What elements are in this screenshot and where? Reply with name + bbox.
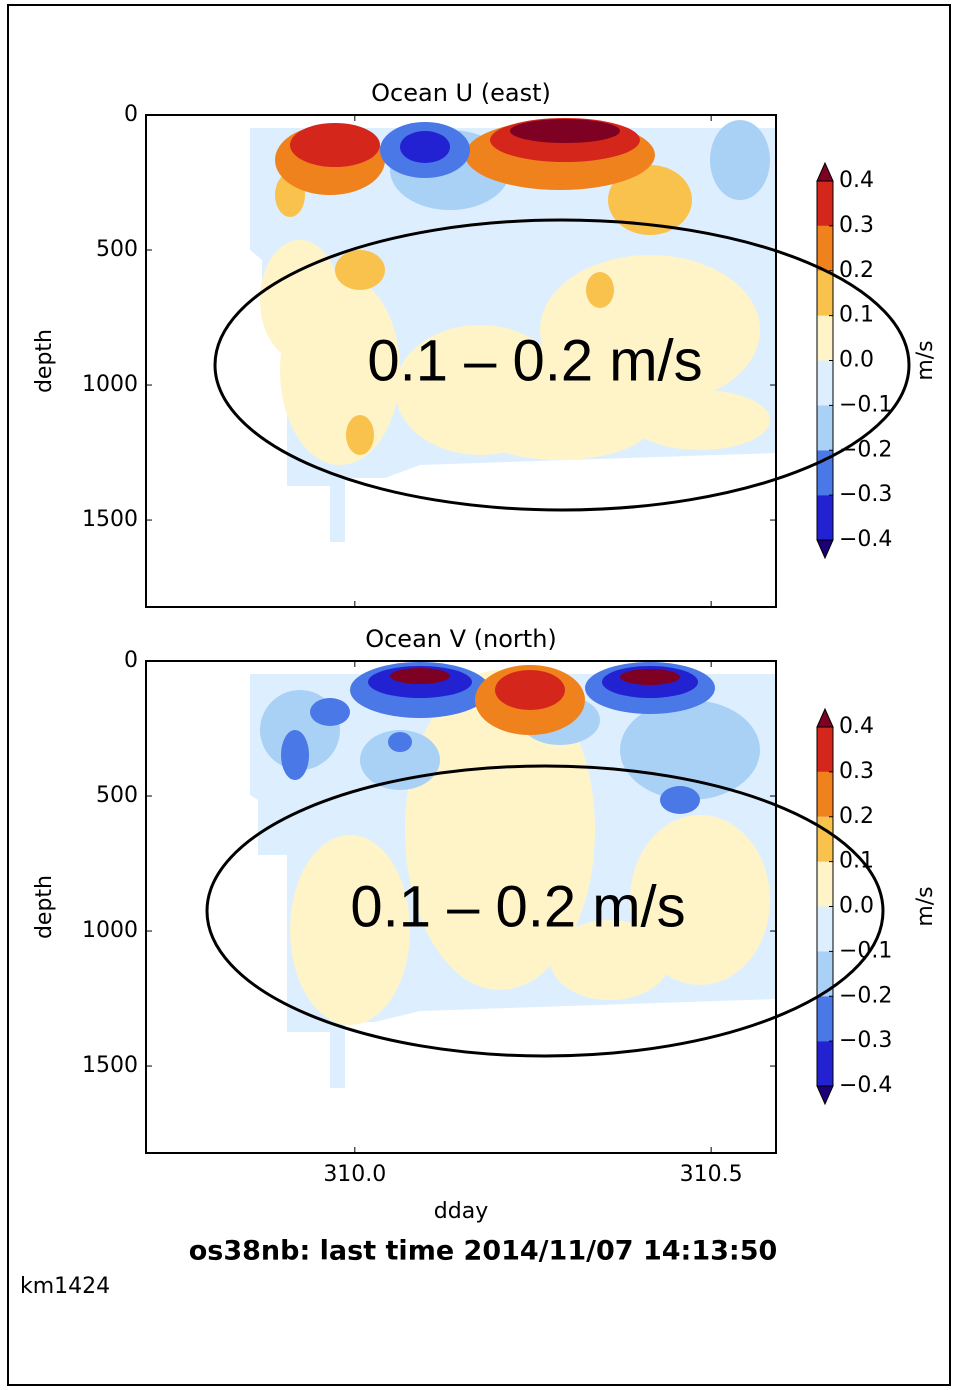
colorbar-band <box>817 861 833 907</box>
field-patch <box>335 250 385 290</box>
field-patch <box>290 835 410 1025</box>
colorbar-band <box>817 225 833 271</box>
x-tick-label: 310.0 <box>323 1162 386 1187</box>
axes-frame <box>145 114 777 608</box>
colorbar-tick-label: −0.4 <box>839 1073 892 1098</box>
field-patch <box>346 415 374 455</box>
field-patch <box>465 380 655 460</box>
colorbar-band <box>817 495 833 540</box>
cruise-label: km1424 <box>20 1274 110 1299</box>
colorbar-band <box>817 996 833 1042</box>
y-tick-label: 1500 <box>82 1053 138 1078</box>
y-tick-label: 0 <box>124 102 138 127</box>
colorbar-tick-label: 0.0 <box>839 348 874 373</box>
chart-title: Ocean U (east) <box>371 79 551 107</box>
colorbar-tick-label: −0.1 <box>839 392 892 417</box>
x-tick-label: 310.5 <box>680 1162 743 1187</box>
y-tick-label: 1000 <box>82 372 138 397</box>
y-axis-label: depth <box>32 875 57 939</box>
x-axis-label: dday <box>434 1199 488 1224</box>
annotation-ellipse <box>213 218 911 512</box>
colorbar-band <box>817 270 833 316</box>
axes-frame <box>145 660 777 1154</box>
annotation-ellipse <box>205 764 885 1058</box>
field-patch <box>710 120 770 200</box>
field-patch <box>620 700 760 800</box>
field-patch <box>400 131 450 163</box>
field-patch <box>405 670 595 990</box>
colorbar-band <box>817 360 833 406</box>
field-patch <box>630 390 770 450</box>
colorbar-label: m/s <box>913 340 938 380</box>
field-patch <box>260 240 340 360</box>
field-patch <box>630 815 770 985</box>
field-patch <box>390 668 450 684</box>
field-patch <box>310 698 350 726</box>
colorbar-label: m/s <box>913 886 938 926</box>
colorbar-tick-label: −0.4 <box>839 527 892 552</box>
colorbar-band <box>817 771 833 817</box>
colorbar-band <box>817 727 833 772</box>
footer-title: os38nb: last time 2014/11/07 14:13:50 <box>189 1236 778 1267</box>
field-patch <box>290 123 380 167</box>
field-patch <box>586 272 614 308</box>
y-axis-label: depth <box>32 329 57 393</box>
y-tick-label: 1500 <box>82 507 138 532</box>
colorbar-tick-label: −0.1 <box>839 938 892 963</box>
colorbar-band <box>817 906 833 952</box>
colorbar-tick-label: −0.2 <box>839 983 892 1008</box>
field-patch <box>510 119 620 143</box>
annotation-text: 0.1 – 0.2 m/s <box>367 328 702 393</box>
colorbar-band <box>817 405 833 451</box>
colorbar-band <box>817 951 833 997</box>
field-patch <box>550 920 670 1000</box>
colorbar-tick-label: 0.4 <box>839 168 874 193</box>
colorbar-tick-label: 0.2 <box>839 804 874 829</box>
colorbar-band <box>817 181 833 226</box>
field <box>250 118 776 542</box>
colorbar-tick-label: −0.3 <box>839 1028 892 1053</box>
field-patch <box>281 730 309 780</box>
colorbar-tick-label: 0.1 <box>839 303 874 328</box>
field-patch <box>620 669 680 685</box>
field-patch <box>608 165 692 235</box>
colorbar-tick-label: 0.0 <box>839 894 874 919</box>
y-tick-label: 1000 <box>82 918 138 943</box>
colorbar-tick-label: 0.3 <box>839 213 874 238</box>
colorbar-tick-label: −0.2 <box>839 437 892 462</box>
colorbar-band <box>817 315 833 361</box>
colorbar-band <box>817 816 833 862</box>
y-tick-label: 500 <box>96 783 138 808</box>
colorbar-band <box>817 1041 833 1086</box>
y-tick-label: 0 <box>124 648 138 673</box>
field-patch <box>495 670 565 710</box>
colorbar-tick-label: 0.4 <box>839 714 874 739</box>
field-patch <box>660 786 700 814</box>
colorbar-tick-label: 0.3 <box>839 759 874 784</box>
annotation-text: 0.1 – 0.2 m/s <box>350 874 685 939</box>
y-tick-label: 500 <box>96 237 138 262</box>
field-patch <box>388 732 412 752</box>
chart-title: Ocean V (north) <box>365 625 557 653</box>
colorbar-tick-label: −0.3 <box>839 482 892 507</box>
colorbar-tick-label: 0.2 <box>839 258 874 283</box>
